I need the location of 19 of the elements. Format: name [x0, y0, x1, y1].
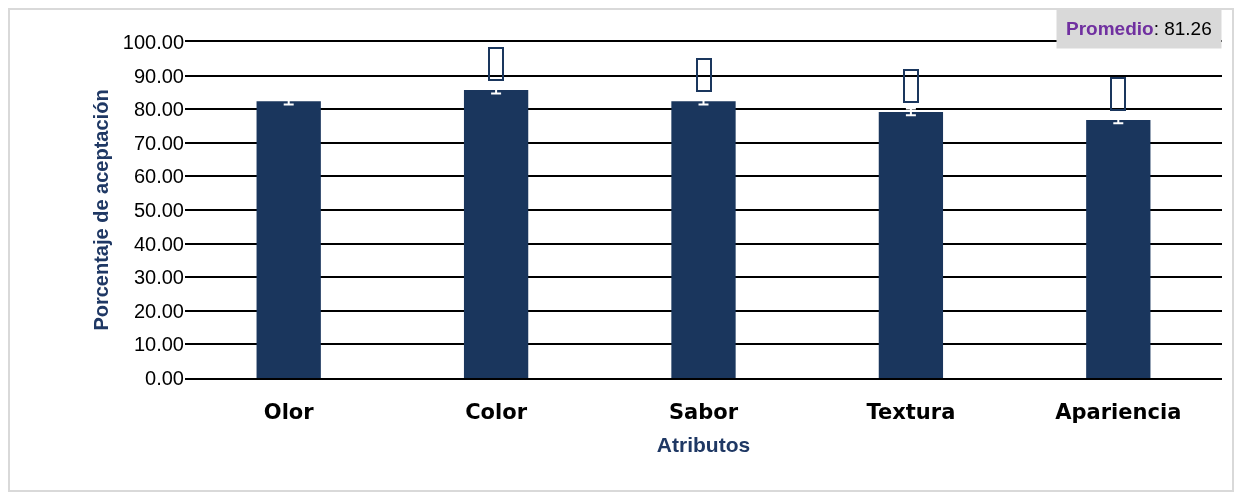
x-tick-label: Apariencia: [1055, 400, 1182, 425]
y-tick-label: 10.00: [133, 333, 184, 356]
y-tick-label: 40.00: [133, 232, 184, 255]
x-tick-label: Color: [465, 400, 528, 425]
text: Promedio: 81.26: [1066, 18, 1212, 39]
y-tick-label: 20.00: [133, 299, 184, 322]
x-axis-title: Atributos: [656, 432, 751, 456]
y-tick-label: 70.00: [133, 131, 184, 154]
x-tick-label: Sabor: [668, 400, 739, 425]
y-tick-label: 0.00: [145, 367, 184, 389]
y-tick-label: 60.00: [133, 165, 184, 188]
x-tick-label: Olor: [263, 400, 315, 425]
y-tick-label: 50.00: [133, 199, 184, 221]
x-tick-label: Textura: [866, 400, 956, 425]
y-tick-label: 30.00: [133, 266, 184, 289]
y-axis-title: Porcentaje de aceptación: [90, 89, 113, 331]
y-tick-label: 100.00: [122, 31, 184, 53]
y-tick-label: 80.00: [133, 98, 184, 121]
y-tick-label: 90.00: [133, 64, 184, 87]
